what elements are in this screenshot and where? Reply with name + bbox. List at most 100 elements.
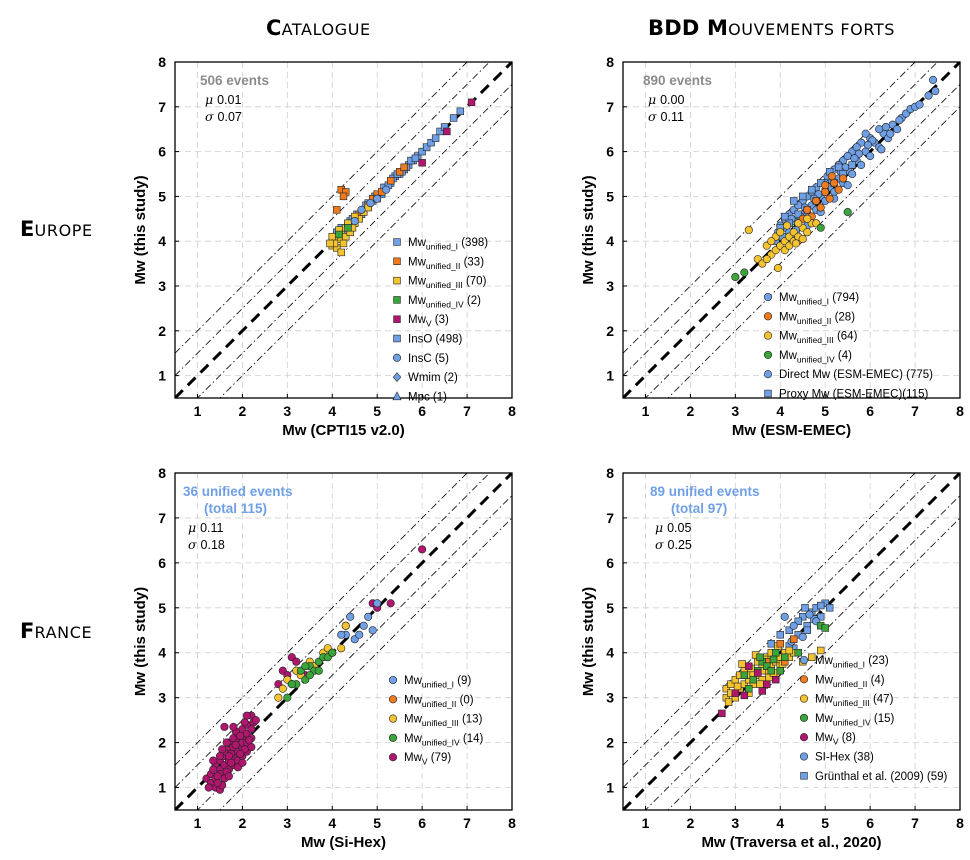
data-point: [817, 646, 825, 655]
data-point: [745, 684, 753, 693]
data-point: [895, 116, 904, 125]
legend-marker: [799, 694, 809, 703]
data-point: [368, 626, 377, 635]
data-point: [794, 210, 802, 219]
data-point: [821, 181, 830, 190]
legend-label: Mwunified_I (398): [408, 237, 488, 252]
data-point: [839, 174, 848, 183]
tick-label-y: 7: [158, 99, 166, 115]
data-point: [236, 749, 245, 758]
data-point: [834, 185, 843, 194]
legend-marker: [393, 276, 401, 285]
x-axis-label: Mw (ESM-EMEC): [732, 422, 851, 439]
stats-mu: μ 0.01: [205, 92, 241, 107]
data-point: [386, 599, 395, 608]
x-axis-label: Mw (Si-Hex): [301, 834, 386, 851]
data-point: [328, 648, 337, 657]
data-point: [763, 680, 771, 688]
data-point: [238, 758, 247, 767]
data-point: [861, 129, 870, 138]
data-point: [798, 632, 807, 642]
data-point: [220, 722, 229, 731]
data-point: [767, 667, 775, 675]
offset-line: [667, 517, 960, 810]
data-point: [346, 612, 355, 621]
data-point: [400, 163, 408, 171]
y-axis-label: Mw (this study): [580, 587, 597, 696]
legend-marker: [799, 713, 809, 722]
data-point: [798, 234, 807, 244]
data-point: [443, 127, 451, 136]
offset-line: [644, 495, 960, 810]
stats-title: 890 events: [643, 73, 712, 88]
tick-label-x: 7: [463, 815, 471, 831]
data-point: [843, 152, 852, 161]
data-point: [386, 177, 395, 185]
data-point: [843, 208, 852, 217]
legend-label: Direct Mw (ESM-EMEC) (775): [779, 369, 933, 381]
data-point: [803, 214, 812, 223]
tick-label-y: 1: [158, 368, 166, 384]
tick-label-x: 3: [731, 403, 739, 419]
data-point: [209, 765, 218, 774]
data-point: [785, 646, 793, 655]
data-point: [772, 649, 780, 657]
data-point: [816, 223, 825, 232]
data-point: [350, 216, 359, 226]
data-point: [821, 187, 830, 196]
data-point: [830, 178, 839, 188]
data-point: [812, 196, 821, 205]
data-point: [767, 237, 776, 246]
data-point: [333, 206, 341, 214]
legend-label: Proxy Mw (ESM-EMEC)(115): [779, 389, 928, 401]
legend-label: Mwunified_II (33): [408, 256, 484, 271]
tick-label-y: 8: [158, 465, 166, 481]
tick-label-x: 4: [776, 403, 784, 419]
tick-label-x: 6: [418, 815, 426, 831]
tick-label-x: 6: [866, 403, 874, 419]
data-point: [292, 657, 301, 666]
tick-label-y: 2: [606, 323, 614, 339]
plot-frame: [622, 61, 961, 399]
tick-label-y: 8: [606, 465, 614, 481]
offset-line: [667, 106, 960, 398]
data-point: [893, 125, 902, 134]
data-point: [799, 192, 807, 201]
tick-label-x: 3: [283, 815, 291, 831]
tick-label-y: 2: [158, 323, 166, 339]
data-point: [247, 725, 256, 734]
chart-europe-catalogue: 1 1 2 2 3 3 4 4 5 5 6 6 7 7 8 8 Mw (CPTI15 v2.0) Mw (this…: [132, 54, 516, 439]
data-point: [740, 671, 749, 679]
chart-france-bdd: 1 1 2 2 3 3 4 4 5 5 6 6 7 7 8 8 Mw (Traversa et al., 202…: [580, 465, 964, 851]
data-point: [780, 612, 789, 621]
data-point: [767, 640, 775, 648]
tick-label-y: 8: [158, 54, 166, 70]
stats-mu: μ 0.11: [188, 520, 224, 535]
data-point: [740, 691, 749, 700]
tick-label-x: 4: [328, 403, 336, 419]
legend-label: Mwunified_IV (15): [815, 713, 895, 728]
legend-label: InsO (498): [408, 334, 462, 346]
tick-label-x: 8: [508, 815, 516, 831]
tick-label-y: 3: [158, 690, 166, 706]
tick-label-y: 5: [158, 600, 166, 616]
tick-label-x: 4: [328, 815, 336, 831]
data-point: [382, 185, 391, 194]
x-axis-label: Mw (Traversa et al., 2020): [701, 834, 881, 851]
data-point: [762, 255, 771, 264]
data-point: [782, 221, 792, 230]
legend-label: Mpc (1): [408, 391, 447, 403]
data-point: [776, 228, 785, 237]
data-point: [843, 181, 852, 190]
stats-title-total: (total 115): [204, 501, 267, 516]
y-axis-label: Mw (this study): [132, 587, 149, 696]
legend-marker: [799, 655, 809, 665]
legend-label: Mwunified_IV (14): [404, 733, 484, 748]
data-point: [222, 738, 231, 747]
data-point: [915, 100, 924, 109]
legend-marker: [388, 753, 398, 762]
data-point: [821, 624, 829, 632]
offset-line: [219, 106, 512, 398]
data-point: [242, 711, 251, 720]
tick-label-x: 1: [642, 403, 650, 419]
